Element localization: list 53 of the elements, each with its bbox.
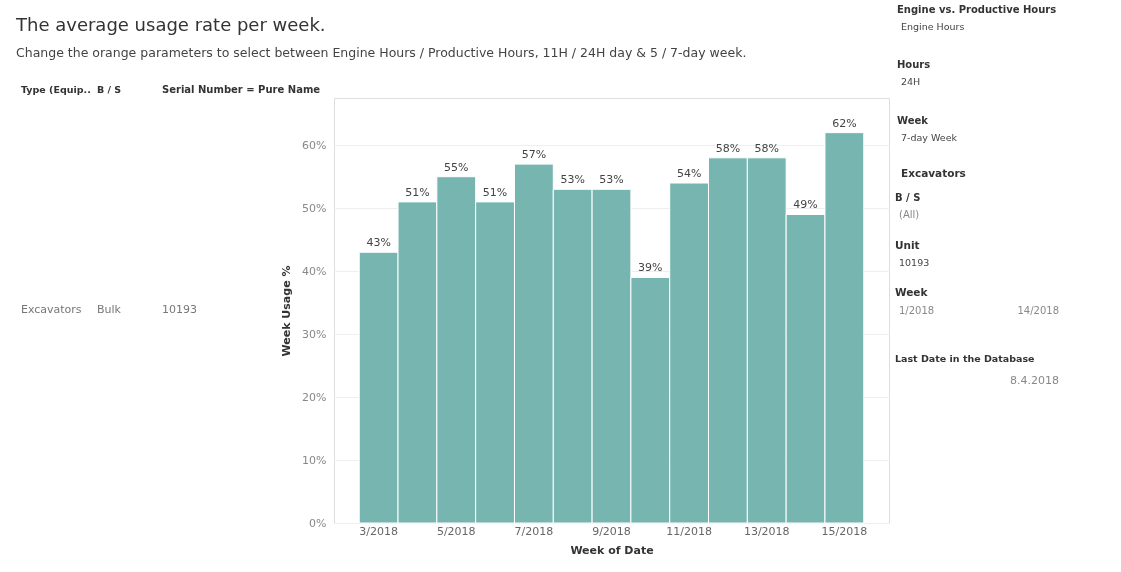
y-axis-title: Week Usage % <box>280 265 294 357</box>
y-tick-label: 40% <box>302 264 327 278</box>
text: Last Date in the Database <box>895 353 1035 364</box>
data-label: 58% <box>754 141 779 155</box>
text: B / S <box>895 192 921 203</box>
data-label: 55% <box>444 160 469 174</box>
x-tick-label: 9/2018 <box>592 524 631 538</box>
data-label: 62% <box>832 116 857 130</box>
data-label: 49% <box>793 198 818 212</box>
data-label: 57% <box>521 148 547 162</box>
data-label: 58% <box>715 141 741 155</box>
text: Excavators <box>901 167 966 179</box>
text: (All) <box>899 209 920 220</box>
x-tick-label: 11/2018 <box>666 524 712 538</box>
text: 10193 <box>899 257 930 268</box>
text: Engine vs. Productive Hours <box>897 4 1057 15</box>
y-tick-label: 20% <box>302 390 327 404</box>
text: Hours <box>897 59 931 70</box>
x-tick-label: 7/2018 <box>514 524 554 538</box>
text: B / S <box>97 84 122 95</box>
text: 7-day Week <box>901 132 958 143</box>
x-tick-label: 5/2018 <box>436 524 476 538</box>
text: 8.4.2018 <box>1010 374 1059 387</box>
text: 24H <box>901 76 921 87</box>
text: 1/2018 <box>899 305 935 316</box>
data-label: 39% <box>638 261 663 275</box>
y-tick-label: 60% <box>302 138 327 152</box>
x-axis-title: Week of Date <box>570 543 654 557</box>
data-label: 43% <box>366 236 391 250</box>
data-label: 51% <box>405 185 430 199</box>
data-label: 51% <box>482 185 508 199</box>
y-tick-label: 50% <box>302 201 327 215</box>
y-tick-label: 10% <box>302 453 327 467</box>
x-tick-label: 13/2018 <box>743 524 790 538</box>
y-tick-label: 30% <box>302 327 327 341</box>
x-tick-label: 15/2018 <box>821 524 868 538</box>
data-label: 54% <box>676 167 702 180</box>
data-label: 53% <box>599 173 624 187</box>
y-tick-label: 0% <box>309 516 327 530</box>
text: 10193 <box>162 303 197 316</box>
text: Bulk <box>97 303 122 316</box>
text: 14/2018 <box>1017 305 1059 316</box>
text: Type (Equip.. <box>21 84 91 95</box>
text: The average usage rate per week. <box>15 14 326 35</box>
x-tick-label: 3/2018 <box>359 524 398 538</box>
chart-subtitle: Change the orange parameters to select between Engine Hours / Productive Hours, 11H / 24H day & 5 / 7-day week. <box>16 45 747 60</box>
text: Excavators <box>21 303 82 316</box>
text: Unit <box>895 239 920 251</box>
text: Engine Hours <box>901 21 965 32</box>
text: Week <box>895 286 929 298</box>
data-label: 53% <box>560 173 585 187</box>
text: Week <box>897 115 929 126</box>
text: Serial Number = Pure Name <box>162 84 321 95</box>
